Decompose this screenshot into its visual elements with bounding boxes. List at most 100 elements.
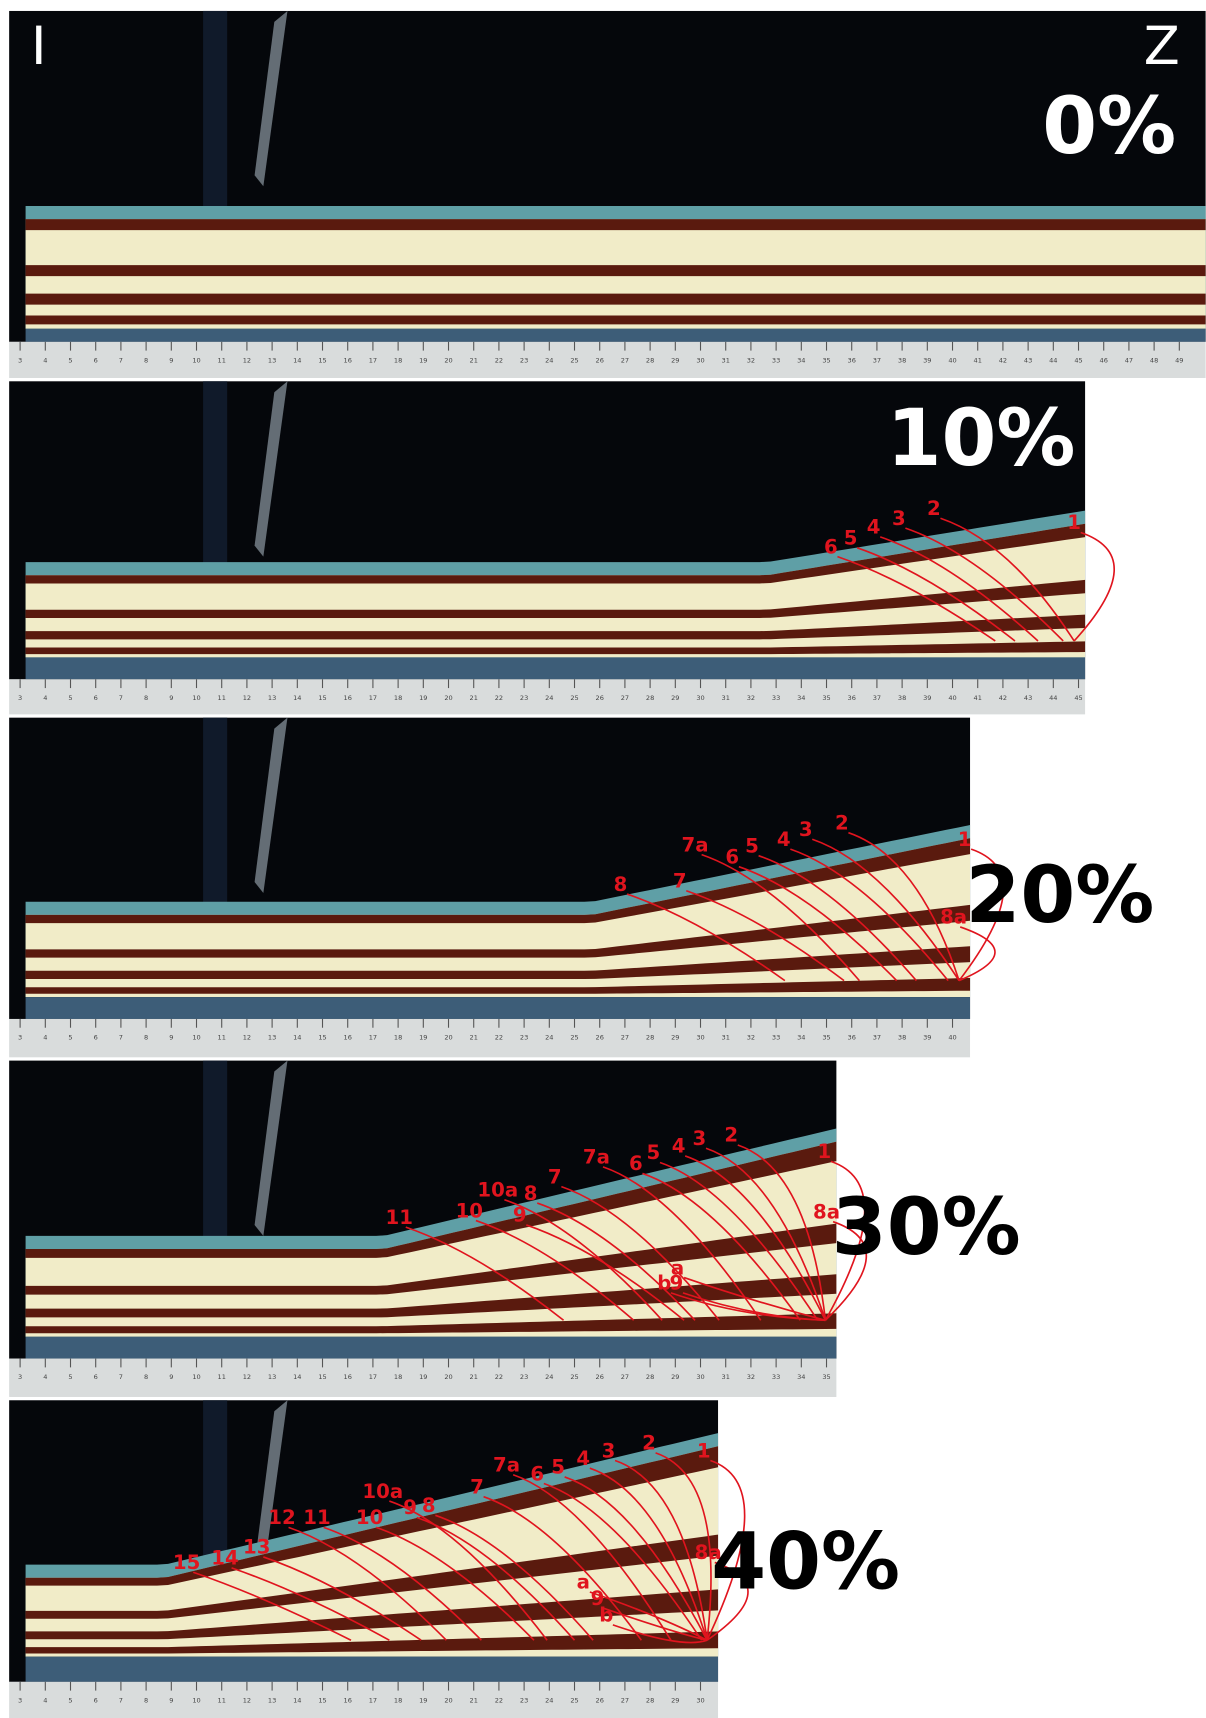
ruler-number: 12 [243, 1034, 251, 1042]
fault-line [684, 1155, 827, 1321]
ruler-number: 24 [545, 1373, 553, 1381]
ruler-number: 29 [671, 1373, 679, 1381]
sand-layer [25, 1313, 837, 1334]
ruler-number: 16 [344, 1696, 352, 1704]
ruler-number: 13 [268, 1696, 276, 1704]
sand-layer [25, 523, 1086, 584]
ruler-number: 23 [520, 1034, 528, 1042]
strain-label: 40% [711, 1515, 900, 1607]
fault-label: 1 [958, 828, 972, 851]
fault-line [642, 1172, 801, 1321]
ruler-number: 11 [218, 1696, 226, 1704]
ruler-number: 10 [192, 1373, 200, 1381]
ruler-number: 9 [169, 1034, 173, 1042]
ruler-number: 34 [797, 1034, 805, 1042]
fault-label: 8 [422, 1494, 436, 1517]
ruler-number: 16 [344, 1373, 352, 1381]
fault-line [706, 1561, 749, 1641]
frame-post [203, 381, 228, 567]
fault-line [1073, 531, 1115, 642]
ruler-number: 42 [999, 356, 1007, 364]
fault-label: 2 [642, 1432, 656, 1455]
fault-line [263, 1556, 422, 1641]
fault-line [837, 555, 996, 642]
ruler-number: 20 [444, 1373, 452, 1381]
ruler-number: 35 [822, 1373, 830, 1381]
ruler-number: 44 [1049, 694, 1057, 702]
sand-layer [25, 977, 971, 994]
ruler-number: 24 [545, 1696, 553, 1704]
fault-line [856, 547, 1016, 642]
fault-label: 7 [470, 1475, 484, 1498]
ruler-number: 19 [419, 356, 427, 364]
ruler-number: 12 [243, 694, 251, 702]
ruler-number: 39 [923, 1034, 931, 1042]
fault-line [905, 527, 1064, 642]
ruler-number: 8 [144, 1373, 148, 1381]
ruler-number: 18 [394, 356, 402, 364]
ruler-number: 16 [344, 356, 352, 364]
ruler-number: 4 [43, 356, 47, 364]
fault-label: 6 [725, 845, 739, 868]
ruler-number: 38 [898, 356, 906, 364]
ruler-number: 21 [470, 1034, 478, 1042]
fault-label: 7a [682, 833, 709, 856]
fault-label: 4 [672, 1135, 686, 1158]
fault-line [288, 1526, 447, 1641]
ruler-number: 22 [495, 694, 503, 702]
fault-label: a [577, 1571, 590, 1594]
ruler-number: 36 [848, 694, 856, 702]
ruler-number: 22 [495, 1373, 503, 1381]
fault-label: a [671, 1256, 684, 1279]
ruler-number: 37 [873, 356, 881, 364]
strain-label: 0% [1042, 80, 1176, 172]
fault-label: 4 [576, 1447, 590, 1470]
ruler-number: 13 [268, 694, 276, 702]
fault-label: b [657, 1272, 671, 1295]
ruler-number: 23 [520, 1696, 528, 1704]
fault-label: 10 [356, 1506, 383, 1529]
fault-label: 9 [591, 1587, 605, 1610]
ruler-number: 38 [898, 1034, 906, 1042]
glass-reflection [254, 381, 288, 557]
base-layer [25, 1336, 837, 1359]
frame-post [203, 1400, 228, 1569]
glass-reflection [254, 1400, 288, 1576]
ruler-number: 40 [948, 1034, 956, 1042]
ruler-number: 8 [144, 356, 148, 364]
fault-line [958, 926, 996, 982]
ruler-number: 31 [722, 1034, 730, 1042]
fault-label: 7a [493, 1453, 520, 1476]
ruler-number: 10 [192, 1034, 200, 1042]
sand-layer [25, 1223, 837, 1295]
fault-line [812, 838, 960, 982]
ruler-number: 20 [444, 1034, 452, 1042]
ruler-number: 15 [318, 1696, 326, 1704]
fault-label: 3 [892, 507, 906, 530]
fault-label: 3 [693, 1127, 707, 1150]
ruler-number: 33 [772, 1034, 780, 1042]
fault-label: 10 [456, 1199, 483, 1222]
ruler-number: 28 [646, 1373, 654, 1381]
fault-line [758, 854, 917, 982]
ruler-number: 31 [722, 1373, 730, 1381]
base-layer [25, 328, 1206, 342]
fault-line [626, 893, 786, 982]
ruler-number: 32 [747, 694, 755, 702]
strain-label: 10% [887, 392, 1076, 484]
ruler [9, 1018, 971, 1058]
ruler-number: 33 [772, 356, 780, 364]
strain-label: 20% [965, 849, 1154, 941]
fault-line [602, 1166, 762, 1321]
ruler-number: 8 [144, 1034, 148, 1042]
fault-label: 9 [403, 1496, 417, 1519]
ruler-number: 7 [119, 1373, 123, 1381]
fault-line [682, 1292, 826, 1322]
fault-line [405, 1226, 565, 1321]
ruler-number: 42 [999, 694, 1007, 702]
fault-label: 7 [548, 1165, 562, 1188]
ruler-number: 24 [545, 694, 553, 702]
ruler-number: 18 [394, 1696, 402, 1704]
fault-label: 2 [724, 1124, 738, 1147]
